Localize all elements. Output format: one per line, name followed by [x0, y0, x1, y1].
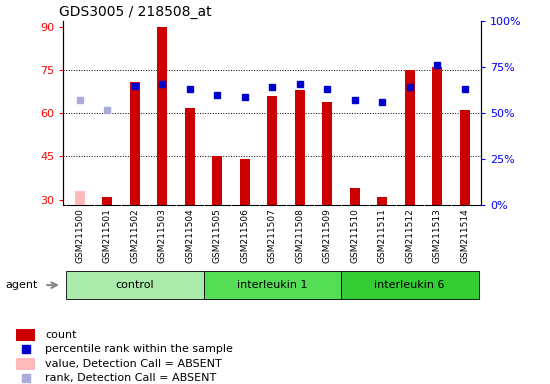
Bar: [432, 67, 442, 205]
Bar: [185, 108, 195, 205]
Bar: [16, 358, 35, 370]
Text: GSM211502: GSM211502: [130, 209, 139, 263]
Bar: [460, 111, 470, 205]
Bar: [267, 96, 277, 205]
Bar: [75, 191, 85, 205]
Bar: [212, 157, 222, 205]
FancyBboxPatch shape: [341, 271, 478, 299]
Text: interleukin 6: interleukin 6: [375, 280, 445, 290]
Bar: [130, 82, 140, 205]
Text: interleukin 1: interleukin 1: [237, 280, 307, 290]
Bar: [16, 329, 35, 341]
Text: GSM211500: GSM211500: [75, 209, 84, 263]
FancyBboxPatch shape: [204, 271, 341, 299]
FancyBboxPatch shape: [66, 271, 204, 299]
Bar: [405, 70, 415, 205]
Text: GSM211512: GSM211512: [405, 209, 414, 263]
Bar: [350, 188, 360, 205]
Text: GSM211508: GSM211508: [295, 209, 304, 263]
Text: GSM211511: GSM211511: [378, 209, 387, 263]
Bar: [377, 197, 387, 205]
Bar: [102, 197, 112, 205]
Bar: [157, 27, 167, 205]
Text: GSM211513: GSM211513: [433, 209, 442, 263]
Text: agent: agent: [6, 280, 38, 290]
Text: GSM211505: GSM211505: [213, 209, 222, 263]
Bar: [295, 90, 305, 205]
Text: GSM211503: GSM211503: [158, 209, 167, 263]
Text: GSM211514: GSM211514: [460, 209, 469, 263]
Text: GDS3005 / 218508_at: GDS3005 / 218508_at: [59, 5, 212, 19]
Text: percentile rank within the sample: percentile rank within the sample: [45, 344, 233, 354]
Text: rank, Detection Call = ABSENT: rank, Detection Call = ABSENT: [45, 373, 217, 383]
Text: GSM211507: GSM211507: [268, 209, 277, 263]
Text: GSM211509: GSM211509: [323, 209, 332, 263]
Text: value, Detection Call = ABSENT: value, Detection Call = ABSENT: [45, 359, 222, 369]
Bar: [322, 102, 332, 205]
Text: count: count: [45, 330, 77, 340]
Text: control: control: [116, 280, 154, 290]
Text: GSM211504: GSM211504: [185, 209, 194, 263]
Text: GSM211510: GSM211510: [350, 209, 359, 263]
Bar: [240, 159, 250, 205]
Text: GSM211501: GSM211501: [103, 209, 112, 263]
Text: GSM211506: GSM211506: [240, 209, 249, 263]
